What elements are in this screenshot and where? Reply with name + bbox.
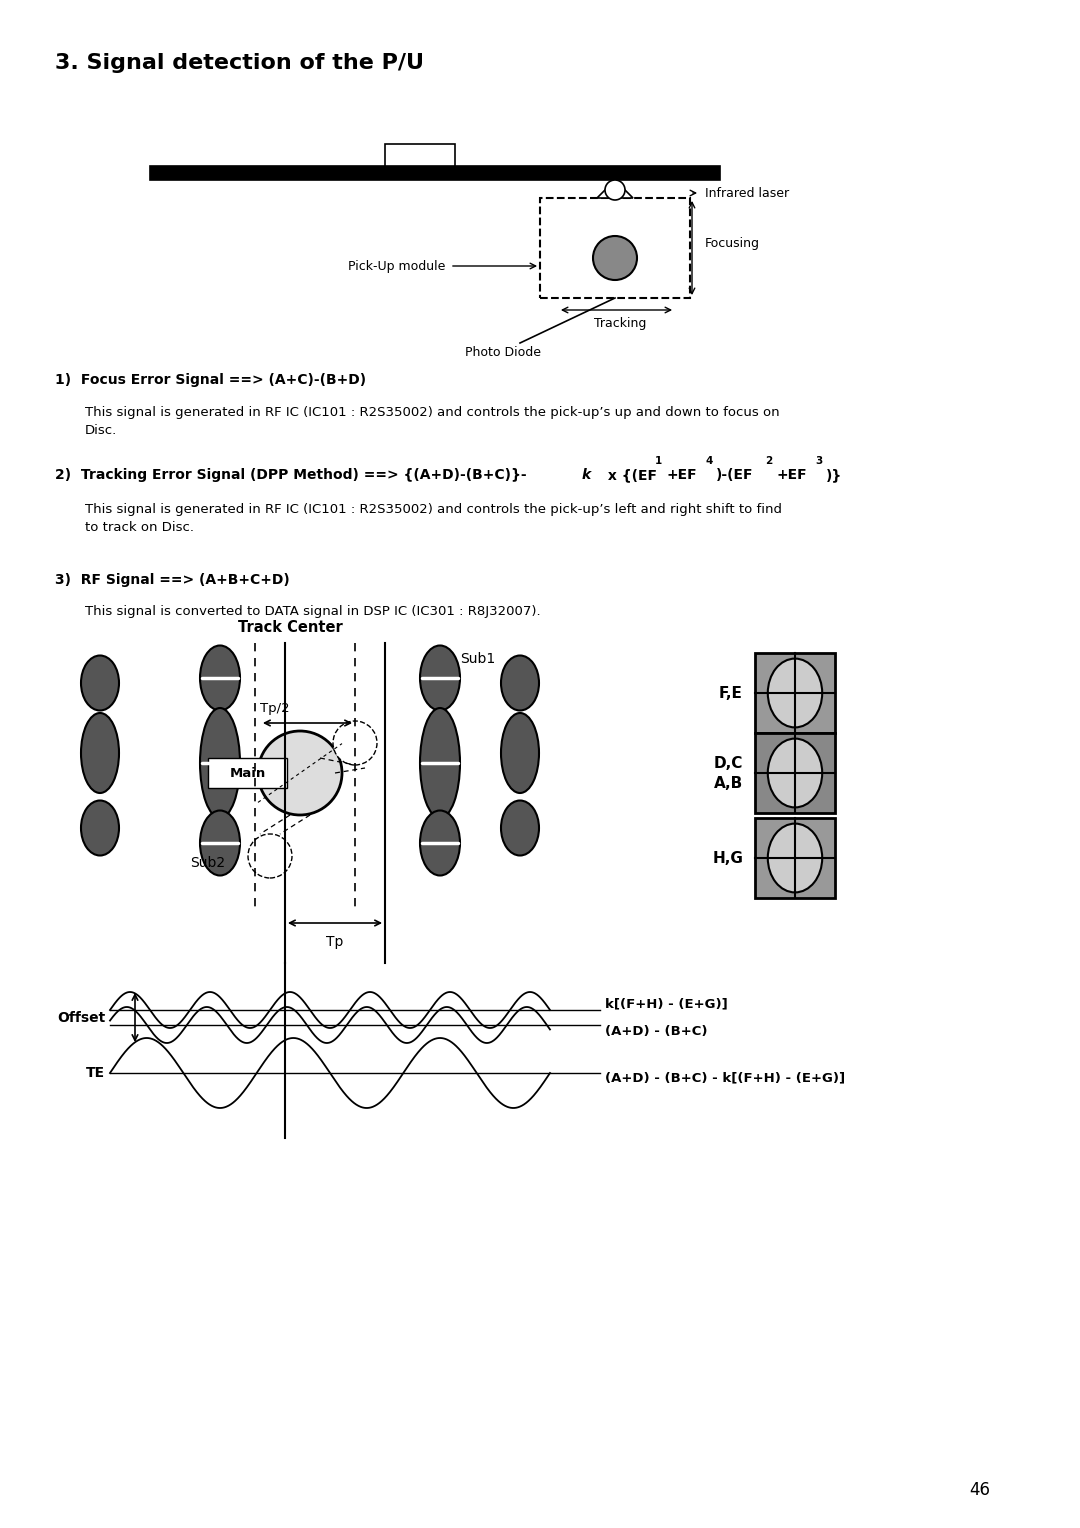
Text: D,C: D,C (714, 755, 743, 770)
Ellipse shape (501, 714, 539, 793)
Circle shape (258, 730, 342, 814)
Text: Tp/2: Tp/2 (260, 701, 289, 715)
Text: 4: 4 (705, 455, 713, 466)
Text: )-(EF: )-(EF (716, 468, 754, 481)
Text: )}: )} (826, 468, 842, 481)
Text: This signal is generated in RF IC (IC101 : R2S35002) and controls the pick-up’s : This signal is generated in RF IC (IC101… (85, 406, 780, 437)
Ellipse shape (200, 645, 240, 711)
Ellipse shape (768, 738, 822, 807)
Circle shape (605, 180, 625, 200)
Text: 3)  RF Signal ==> (A+B+C+D): 3) RF Signal ==> (A+B+C+D) (55, 573, 289, 587)
Text: Pick-Up module: Pick-Up module (348, 260, 445, 272)
Circle shape (593, 235, 637, 280)
Text: 2: 2 (765, 455, 772, 466)
Ellipse shape (81, 801, 119, 856)
Text: A,B: A,B (714, 776, 743, 790)
Text: 1: 1 (654, 455, 662, 466)
Text: Infrared laser: Infrared laser (705, 186, 789, 200)
Text: 1)  Focus Error Signal ==> (A+C)-(B+D): 1) Focus Error Signal ==> (A+C)-(B+D) (55, 373, 366, 387)
Polygon shape (597, 180, 633, 199)
FancyBboxPatch shape (755, 817, 835, 898)
Text: Photo Diode: Photo Diode (465, 345, 541, 359)
FancyBboxPatch shape (755, 652, 835, 733)
Ellipse shape (81, 656, 119, 711)
Text: 3. Signal detection of the P/U: 3. Signal detection of the P/U (55, 53, 424, 73)
Text: TE: TE (86, 1067, 105, 1080)
Ellipse shape (200, 707, 240, 817)
Text: H,G: H,G (712, 851, 743, 865)
Text: Focusing: Focusing (705, 237, 760, 249)
Ellipse shape (501, 656, 539, 711)
Text: 3: 3 (815, 455, 822, 466)
Circle shape (333, 721, 377, 766)
FancyBboxPatch shape (208, 758, 287, 788)
Text: Tracking: Tracking (594, 316, 646, 330)
Ellipse shape (420, 645, 460, 711)
Text: 2)  Tracking Error Signal (DPP Method) ==> {(A+D)-(B+C)}-: 2) Tracking Error Signal (DPP Method) ==… (55, 468, 531, 481)
FancyBboxPatch shape (540, 199, 690, 298)
Text: This signal is generated in RF IC (IC101 : R2S35002) and controls the pick-up’s : This signal is generated in RF IC (IC101… (85, 503, 782, 533)
Ellipse shape (768, 824, 822, 892)
FancyBboxPatch shape (755, 733, 835, 813)
Text: (A+D) - (B+C): (A+D) - (B+C) (605, 1024, 707, 1038)
Text: Sub2: Sub2 (190, 856, 225, 869)
Ellipse shape (200, 810, 240, 876)
Text: k[(F+H) - (E+G)]: k[(F+H) - (E+G)] (605, 998, 728, 1010)
Ellipse shape (768, 659, 822, 727)
Text: Sub1: Sub1 (460, 652, 496, 666)
Ellipse shape (501, 801, 539, 856)
FancyBboxPatch shape (150, 167, 720, 180)
Text: Main: Main (230, 767, 266, 779)
Text: Track Center: Track Center (238, 620, 342, 636)
Text: F,E: F,E (719, 686, 743, 700)
Text: k: k (582, 468, 591, 481)
Text: +EF: +EF (666, 468, 697, 481)
Text: (A+D) - (B+C) - k[(F+H) - (E+G)]: (A+D) - (B+C) - k[(F+H) - (E+G)] (605, 1071, 846, 1085)
Text: 46: 46 (970, 1481, 990, 1499)
Text: Tp: Tp (326, 935, 343, 949)
Text: Offset: Offset (57, 1010, 105, 1024)
Text: +EF: +EF (777, 468, 807, 481)
Text: x {(EF: x {(EF (603, 468, 657, 481)
Ellipse shape (81, 714, 119, 793)
Circle shape (248, 834, 292, 879)
Text: This signal is converted to DATA signal in DSP IC (IC301 : R8J32007).: This signal is converted to DATA signal … (85, 605, 541, 617)
Ellipse shape (420, 810, 460, 876)
Ellipse shape (420, 707, 460, 817)
FancyBboxPatch shape (384, 144, 455, 167)
